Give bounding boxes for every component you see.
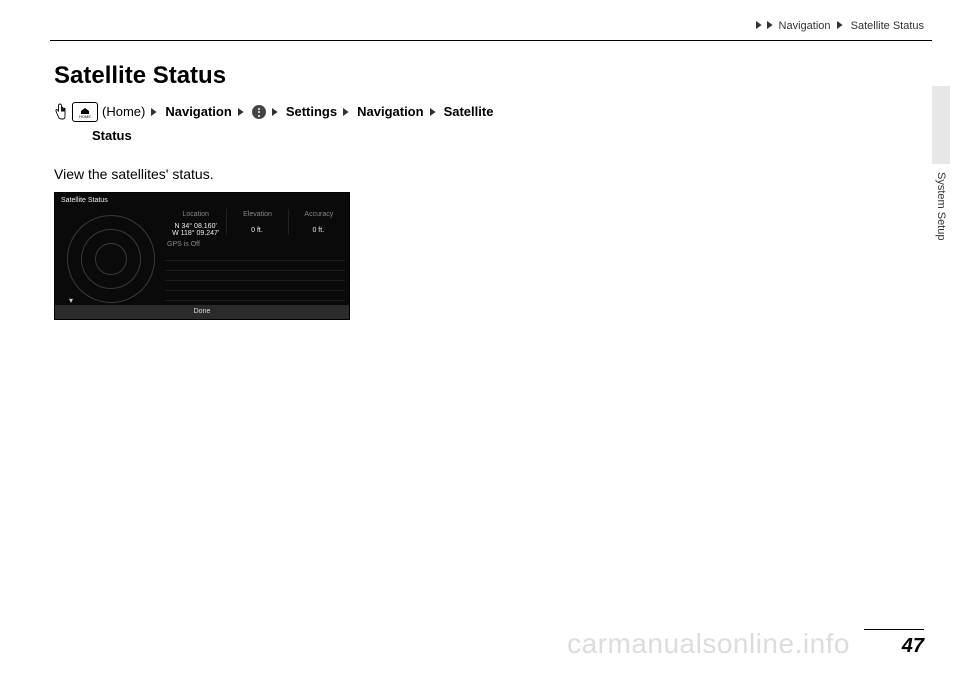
select-hand-icon	[54, 103, 66, 121]
signal-bars-area	[165, 251, 345, 301]
chevron-right-icon	[343, 108, 351, 116]
watermark-text: carmanualsonline.info	[567, 628, 850, 660]
chevron-right-icon	[430, 108, 438, 116]
value-location: N 34° 08.160' W 118° 09.247'	[165, 223, 226, 237]
value-accuracy: 0 ft.	[288, 223, 349, 237]
page-number: 47	[902, 635, 924, 658]
page-title: Satellite Status	[54, 62, 594, 90]
gps-off-label: GPS is Off	[167, 241, 200, 248]
path-home-paren: (Home)	[102, 102, 145, 122]
screenshot-title: Satellite Status	[61, 197, 108, 204]
value-elevation: 0 ft.	[226, 223, 287, 237]
path-seg-settings: Settings	[286, 102, 337, 122]
chevron-right-icon	[837, 21, 845, 29]
home-icon-label: HOME	[79, 115, 91, 119]
radar-pointer-icon: ▾	[69, 296, 73, 305]
chevron-right-icon	[767, 21, 775, 29]
body-text: View the satellites' status.	[54, 166, 594, 182]
chevron-right-icon	[151, 108, 159, 116]
chevron-right-icon	[272, 108, 280, 116]
path-seg-navigation: Navigation	[165, 102, 231, 122]
path-seg-navigation2: Navigation	[357, 102, 423, 122]
breadcrumb-seg-1: Navigation	[779, 20, 831, 32]
page-number-rule	[864, 629, 924, 630]
path-seg-status: Status	[92, 126, 132, 146]
thumb-tab-block	[932, 86, 950, 164]
options-menu-icon	[252, 105, 266, 119]
header-breadcrumb: Navigation Satellite Status	[756, 20, 924, 32]
chevron-right-icon	[756, 21, 764, 29]
home-icon: HOME	[72, 102, 98, 122]
radar-plot: ▾	[67, 215, 155, 303]
value-location-line2: W 118° 09.247'	[165, 230, 226, 237]
done-button[interactable]: Done	[55, 305, 349, 319]
main-content: Satellite Status HOME (Home) Navigation …	[54, 62, 594, 320]
device-screenshot: Satellite Status ▾ Location Elevation Ac…	[54, 192, 350, 320]
header-rule	[50, 40, 932, 41]
nav-path: HOME (Home) Navigation Settings Navigati…	[54, 102, 574, 122]
path-seg-satellite: Satellite	[444, 102, 494, 122]
breadcrumb-seg-2: Satellite Status	[851, 20, 924, 32]
screenshot-values-row: N 34° 08.160' W 118° 09.247' 0 ft. 0 ft.	[165, 223, 349, 237]
chevron-right-icon	[238, 108, 246, 116]
nav-path-line2: Status	[90, 126, 594, 146]
thumb-tab-label: System Setup	[935, 172, 947, 240]
